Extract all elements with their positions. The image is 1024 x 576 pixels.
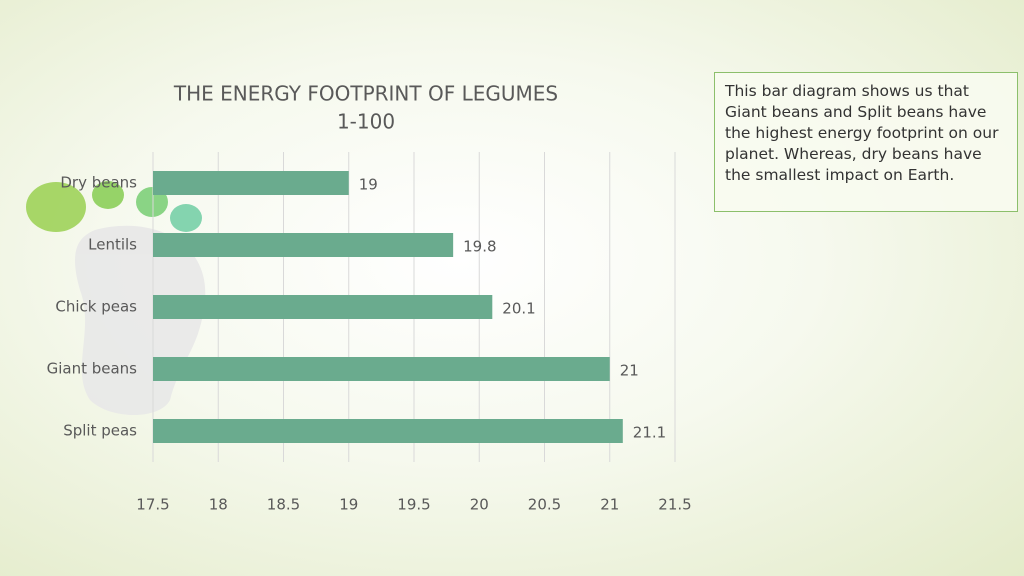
y-tick-label: Dry beans	[60, 174, 137, 192]
chart-subtitle: 1-100	[337, 110, 395, 134]
y-tick-label: Giant beans	[47, 360, 138, 378]
x-tick-label: 18	[209, 496, 228, 514]
bar	[153, 295, 493, 319]
value-label: 19.8	[463, 238, 496, 256]
value-label: 20.1	[502, 300, 535, 318]
value-label: 19	[359, 176, 378, 194]
bar	[153, 171, 349, 195]
x-tick-label: 20	[470, 496, 489, 514]
value-label: 21	[620, 362, 639, 380]
value-label: 21.1	[633, 424, 666, 442]
x-tick-label: 21	[600, 496, 619, 514]
x-tick-label: 20.5	[528, 496, 561, 514]
bar	[153, 233, 454, 257]
y-tick-label: Lentils	[88, 236, 137, 254]
x-tick-label: 19	[339, 496, 358, 514]
bar	[153, 357, 610, 381]
x-tick-label: 17.5	[136, 496, 169, 514]
y-tick-label: Chick peas	[55, 298, 137, 316]
bar	[153, 419, 623, 443]
x-tick-label: 21.5	[658, 496, 691, 514]
y-tick-label: Split peas	[63, 422, 137, 440]
chart-title: THE ENERGY FOOTPRINT OF LEGUMES	[173, 82, 558, 106]
annotation-box: This bar diagram shows us that Giant bea…	[714, 72, 1018, 212]
x-tick-label: 18.5	[267, 496, 300, 514]
x-tick-label: 19.5	[397, 496, 430, 514]
